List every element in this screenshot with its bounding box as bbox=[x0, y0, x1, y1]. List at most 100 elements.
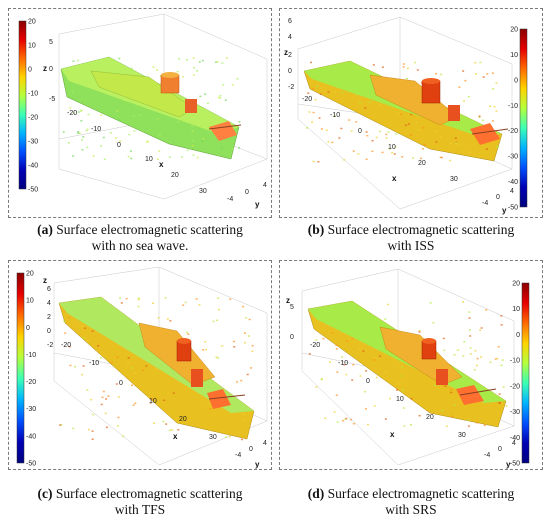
colorbar-tick-c-3: -10 bbox=[26, 352, 36, 359]
caption-a: (a) Surface electromagnetic scattering w… bbox=[8, 222, 272, 254]
colorbar-tick-b-1: 10 bbox=[510, 52, 518, 59]
colorbar-tick-b-4: -20 bbox=[508, 128, 518, 135]
x-tick-c-3: 10 bbox=[149, 398, 157, 405]
x-axis-label-b: x bbox=[392, 174, 397, 183]
y-tick-c-2: 4 bbox=[263, 440, 267, 447]
x-tick-c-4: 20 bbox=[179, 416, 187, 423]
y-tick-d-0: -4 bbox=[484, 452, 490, 459]
x-ticks-d: -20 -10 0 10 20 30 bbox=[310, 342, 466, 439]
colorbar-tick-c-1: 10 bbox=[26, 298, 34, 305]
x-tick-c-5: 30 bbox=[209, 434, 217, 441]
colorbar-tick-c-0: 20 bbox=[26, 271, 34, 278]
z-axis-label-c: z bbox=[43, 276, 47, 285]
z-tick-c-0: 6 bbox=[47, 286, 51, 293]
colorbar-ticks-a: 20 10 0 -10 -20 -30 -40 -50 bbox=[28, 19, 38, 194]
gun-barrel-c bbox=[208, 394, 246, 400]
colorbar-tick-a-3: -10 bbox=[28, 91, 38, 98]
y-axis-label-a: y bbox=[255, 200, 260, 209]
colorbar-tick-a-5: -30 bbox=[28, 139, 38, 146]
colorbar-ticks-b: 20 10 0 -10 -20 -30 -40 -50 bbox=[508, 27, 518, 212]
gun-barrel-d bbox=[459, 388, 497, 396]
z-tick-a-2: -5 bbox=[49, 96, 55, 103]
ship-model-d bbox=[307, 300, 508, 428]
colorbar-c bbox=[16, 272, 25, 464]
caption-b: (b) Surface electromagnetic scattering w… bbox=[279, 222, 543, 254]
colorbar-tick-c-7: -50 bbox=[26, 461, 36, 468]
colorbar-tick-b-5: -30 bbox=[508, 154, 518, 161]
caption-text-d: Surface electromagnetic scattering bbox=[327, 486, 515, 501]
caption-text-a: Surface electromagnetic scattering bbox=[56, 222, 243, 237]
y-ticks-c: -4 0 4 bbox=[235, 440, 267, 459]
colorbar-tick-d-1: 10 bbox=[512, 306, 520, 313]
z-ticks-c: 6 4 2 0 -2 bbox=[47, 286, 53, 349]
colorbar-ticks-c: 20 10 0 -10 -20 -30 -40 -50 bbox=[26, 271, 36, 468]
caption-text-b: Surface electromagnetic scattering bbox=[327, 222, 515, 237]
x-tick-c-1: -10 bbox=[89, 360, 99, 367]
figure-panel-c: 20 10 0 -10 -20 -30 -40 -50 6 4 2 0 -2 -20 -10 0 10 20 3… bbox=[8, 260, 272, 470]
funnel-b bbox=[421, 80, 441, 104]
y-tick-c-0: -4 bbox=[235, 452, 241, 459]
x-tick-b-4: 20 bbox=[418, 160, 426, 167]
y-axis-label-c: y bbox=[255, 460, 260, 469]
caption-d: (d) Surface electromagnetic scattering w… bbox=[279, 486, 543, 518]
y-ticks-d: -4 0 4 bbox=[484, 440, 516, 459]
x-tick-a-2: 0 bbox=[117, 142, 121, 149]
x-tick-c-2: 0 bbox=[119, 380, 123, 387]
z-tick-a-1: 0 bbox=[49, 66, 53, 73]
x-axis-label-a: x bbox=[159, 160, 164, 169]
colorbar-tick-d-2: 0 bbox=[516, 332, 520, 339]
colorbar-tick-c-2: 0 bbox=[26, 325, 30, 332]
colorbar-d bbox=[521, 282, 530, 464]
y-tick-b-1: 0 bbox=[496, 194, 500, 201]
x-tick-c-0: -20 bbox=[61, 342, 71, 349]
y-tick-b-2: 4 bbox=[510, 188, 514, 195]
mast-b bbox=[448, 105, 460, 121]
x-tick-b-1: -10 bbox=[330, 112, 340, 119]
x-tick-b-5: 30 bbox=[450, 176, 458, 183]
caption-line2-b: with ISS bbox=[387, 238, 435, 253]
colorbar-tick-d-7: -50 bbox=[510, 461, 520, 468]
z-tick-c-3: 0 bbox=[47, 328, 51, 335]
caption-letter-a: (a) bbox=[37, 222, 53, 237]
x-tick-d-5: 30 bbox=[458, 432, 466, 439]
mast-a bbox=[185, 99, 197, 113]
x-axis-label-d: x bbox=[390, 430, 395, 439]
gun-barrel-a bbox=[208, 124, 242, 130]
x-ticks-b: -20 -10 0 10 20 30 bbox=[302, 96, 458, 183]
colorbar-tick-b-0: 20 bbox=[510, 27, 518, 34]
y-tick-d-1: 0 bbox=[498, 446, 502, 453]
ship-model-c bbox=[58, 296, 255, 441]
colorbar-tick-b-6: -40 bbox=[508, 179, 518, 186]
caption-letter-b: (b) bbox=[307, 222, 325, 237]
gun-barrel-b bbox=[471, 128, 509, 135]
x-tick-a-4: 20 bbox=[171, 172, 179, 179]
z-tick-a-0: 5 bbox=[49, 39, 53, 46]
y-tick-c-1: 0 bbox=[249, 446, 253, 453]
colorbar-tick-a-7: -50 bbox=[28, 187, 38, 194]
y-ticks-a: -4 0 4 bbox=[227, 182, 267, 203]
caption-line2-c: with TFS bbox=[114, 502, 166, 517]
y-tick-b-0: -4 bbox=[482, 200, 488, 207]
z-tick-d-1: 0 bbox=[290, 334, 294, 341]
z-tick-b-0: 6 bbox=[288, 18, 292, 25]
colorbar-b bbox=[519, 28, 528, 208]
z-tick-c-1: 4 bbox=[47, 300, 51, 307]
colorbar-tick-d-6: -40 bbox=[510, 435, 520, 442]
x-tick-b-3: 10 bbox=[388, 144, 396, 151]
colorbar-tick-b-7: -50 bbox=[508, 205, 518, 212]
z-tick-d-0: 5 bbox=[290, 304, 294, 311]
figure-panel-a: 20 10 0 -10 -20 -30 -40 -50 5 0 -5 -20 -10 0 10 20 30 … bbox=[8, 8, 272, 218]
x-tick-d-1: -10 bbox=[338, 360, 348, 367]
scatter-speckle-d bbox=[308, 301, 508, 427]
caption-line2-a: with no sea wave. bbox=[91, 238, 189, 253]
z-tick-c-4: -2 bbox=[47, 342, 53, 349]
x-tick-a-5: 30 bbox=[199, 188, 207, 195]
y-axis-label-b: y bbox=[502, 206, 507, 215]
caption-text-c: Surface electromagnetic scattering bbox=[55, 486, 243, 501]
caption-letter-c: (c) bbox=[37, 486, 53, 501]
z-tick-b-1: 4 bbox=[288, 34, 292, 41]
figure-panel-b: 20 10 0 -10 -20 -30 -40 -50 6 4 2 0 -2 -20 -10 0 10 20 3… bbox=[279, 8, 543, 218]
